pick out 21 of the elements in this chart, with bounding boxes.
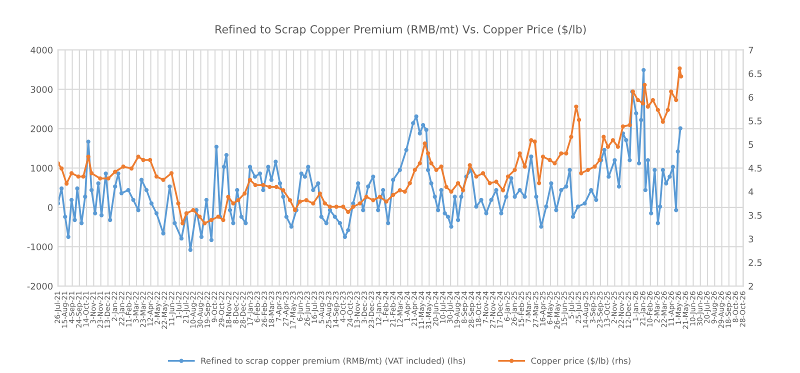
y-tick-label: 0 [48, 204, 53, 211]
y2-tick-label: 2 [748, 282, 753, 290]
y2-tick-label: 2.5 [748, 259, 762, 266]
y-tick-label: 2000 [30, 125, 53, 132]
y2-tick-label: 5 [748, 141, 754, 148]
chart-title: Refined to Scrap Copper Premium (RMB/mt) Vs. Copper Price ($/lb) [216, 24, 586, 36]
y-tick-label: -1000 [27, 243, 53, 250]
y2-tick-label: 6 [748, 94, 754, 101]
y2-tick-label: 7 [748, 46, 754, 54]
y-tick-label: 1000 [31, 164, 53, 172]
y2-tick-label: 4.5 [748, 164, 762, 172]
y2-tick-label: 6.5 [748, 70, 762, 78]
legend-label: Refined to scrap copper premium (RMB/mt) (VAT included) (lhs) [201, 357, 466, 366]
y-tick-label: 4000 [30, 46, 53, 54]
y-tick-label: -2000 [27, 282, 53, 290]
y2-tick-label: 5.5 [748, 118, 762, 124]
y2-tick-label: 3.5 [748, 212, 762, 219]
y-tick-label: 3000 [30, 86, 53, 93]
legend-label: Copper price ($/lb) (rhs) [531, 357, 630, 366]
y2-tick-label: 4 [748, 188, 754, 196]
y2-tick-label: 3 [748, 236, 754, 242]
